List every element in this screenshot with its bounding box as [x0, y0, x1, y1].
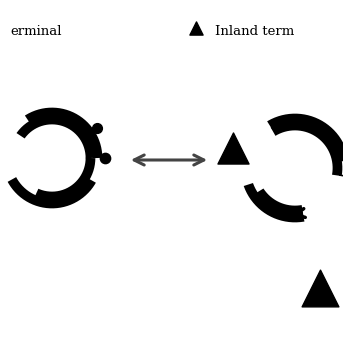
Point — [102, 155, 108, 161]
Point — [230, 145, 236, 151]
Text: erminal: erminal — [10, 25, 61, 38]
Point — [193, 25, 199, 31]
Point — [94, 125, 100, 131]
Text: Inland term: Inland term — [215, 25, 294, 38]
Point — [317, 285, 323, 291]
